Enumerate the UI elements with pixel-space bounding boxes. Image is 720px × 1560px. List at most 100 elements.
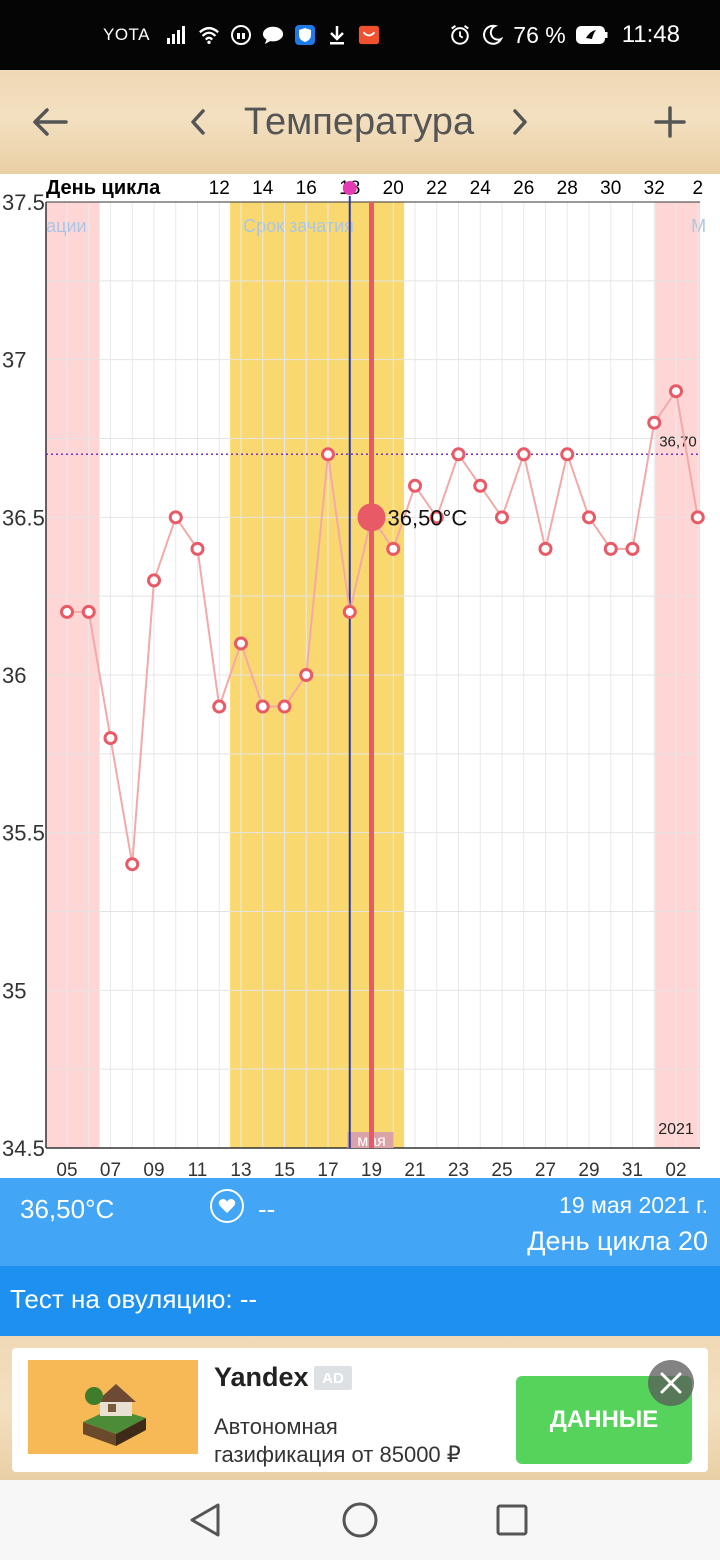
chevron-right-icon[interactable] [502,70,538,174]
conception-window-label: Срок зачатия [243,216,354,236]
temperature-point[interactable] [451,447,466,462]
x-tick-label: 13 [230,1160,251,1178]
ad-image[interactable] [28,1360,198,1454]
page-title: Температура [243,100,475,143]
top-axis-tick-label: 30 [600,178,621,199]
top-axis-tick-label: 16 [296,178,317,199]
ovulation-test-panel[interactable]: Тест на овуляцию: -- [0,1266,720,1336]
chevron-left-icon[interactable] [180,70,216,174]
temperature-point[interactable] [429,510,444,525]
temperature-point[interactable] [647,415,662,430]
x-tick-label: 15 [274,1160,295,1178]
temperature-point[interactable] [538,541,553,556]
ad-text-line2: газификация от 85000 ₽ [214,1442,461,1467]
x-tick-label: 11 [188,1160,208,1178]
ovulation-dot [342,181,357,195]
clock: 11:48 [621,21,680,48]
x-tick-label: 31 [622,1160,643,1178]
home-circle-icon[interactable] [325,1480,395,1560]
app-icon [358,24,380,46]
temperature-point[interactable] [255,699,270,714]
heart-icon[interactable] [210,1189,244,1223]
headset-icon [230,24,252,46]
wifi-icon [198,24,220,46]
back-triangle-icon[interactable] [170,1480,240,1560]
summary-date: 19 мая 2021 г. [559,1192,708,1218]
temperature-point[interactable] [277,699,292,714]
chart-svg: ации М Срок зачатия 34.5 35 35.5 36 36.5 37 37.5Д… [2,177,706,1178]
status-right: 76 % 11:48 [449,0,680,70]
recent-square-icon[interactable] [477,1480,547,1560]
ovulation-test-text: Тест на овуляцию: -- [10,1284,258,1314]
selected-point-label: 36,50°C [388,505,468,530]
heart-value: -- [258,1194,276,1224]
x-tick-label: 27 [535,1160,556,1178]
ad-badge: AD [314,1366,352,1390]
temperature-point[interactable] [190,541,205,556]
temperature-point[interactable] [299,668,314,682]
x-tick-label: 29 [578,1160,599,1178]
ad-text-line1: Автономная [214,1414,338,1439]
coverline-label: 36,70 [659,433,697,450]
status-left: YOTA [103,0,380,70]
selected-temperature-point[interactable] [357,503,386,532]
x-tick-label: 09 [143,1160,164,1178]
battery-percent: 76 % [513,21,566,48]
top-axis-tick-label: 12 [209,178,230,199]
plus-icon[interactable] [644,70,696,174]
temperature-point[interactable] [212,699,227,714]
top-axis-tick-label: 20 [383,178,404,199]
temperature-point[interactable] [321,447,335,462]
temperature-point[interactable] [690,510,705,525]
top-axis-tick-label: 28 [557,178,578,199]
temperature-point[interactable] [408,478,422,493]
y-tick-label: 34.5 [2,1136,45,1161]
temperature-chart[interactable]: ации М Срок зачатия 34.5 35 35.5 36 36.5 37 37.5 Д… [0,174,720,1178]
temperature-point[interactable] [125,857,140,872]
temperature-point[interactable] [103,731,118,746]
alarm-icon [449,24,471,46]
top-axis-tick-label: 32 [644,178,665,199]
x-tick-label: 25 [491,1160,512,1178]
y-tick-label: 37 [2,348,26,373]
y-tick-label: 36.5 [2,505,45,530]
period-band-label: ации [46,216,86,236]
x-year-label: 2021 [658,1121,694,1138]
temperature-point[interactable] [168,510,183,525]
temperature-point[interactable] [516,447,531,462]
summary-panel[interactable]: 36,50°C -- 19 мая 2021 г. День цикла 20 [0,1178,720,1266]
temperature-point[interactable] [81,604,96,619]
x-tick-label: 07 [100,1160,121,1178]
temperature-point[interactable] [495,510,509,525]
temperature-point[interactable] [603,541,618,556]
y-tick-label: 36 [2,663,26,688]
top-axis-tick-label: 14 [252,178,274,199]
moon-icon [481,24,504,46]
x-tick-label: 02 [665,1160,686,1178]
temperature-point[interactable] [386,541,401,556]
y-tick-label: 37.5 [2,190,45,215]
temperature-point[interactable] [342,604,357,619]
top-axis-tick-label: 22 [426,178,447,199]
temperature-point[interactable] [560,447,575,462]
temperature-point[interactable] [147,573,161,588]
shield-icon [294,24,316,46]
ad-title: Yandex [214,1362,309,1392]
top-axis-tick-label: 24 [470,178,492,199]
temperature-point[interactable] [473,478,488,493]
navigation-bar [0,1480,720,1560]
temperature-point[interactable] [669,384,683,399]
summary-cycle-day: День цикла 20 [527,1226,708,1256]
period-band-label: М [691,216,706,236]
temperature-point[interactable] [60,604,74,619]
arrow-left-icon[interactable] [22,70,78,174]
top-axis-tick-label: 26 [513,178,534,199]
close-icon[interactable] [648,1360,694,1406]
temperature-point[interactable] [625,541,640,556]
ad-card[interactable]: Yandex AD Автономная газификация от 8500… [12,1348,708,1472]
temperature-point[interactable] [582,510,596,525]
y-tick-label: 35.5 [2,821,45,846]
temperature-point[interactable] [234,636,248,651]
status-bar: YOTA 76 % 11:48 [0,0,720,70]
battery-icon [575,24,608,46]
